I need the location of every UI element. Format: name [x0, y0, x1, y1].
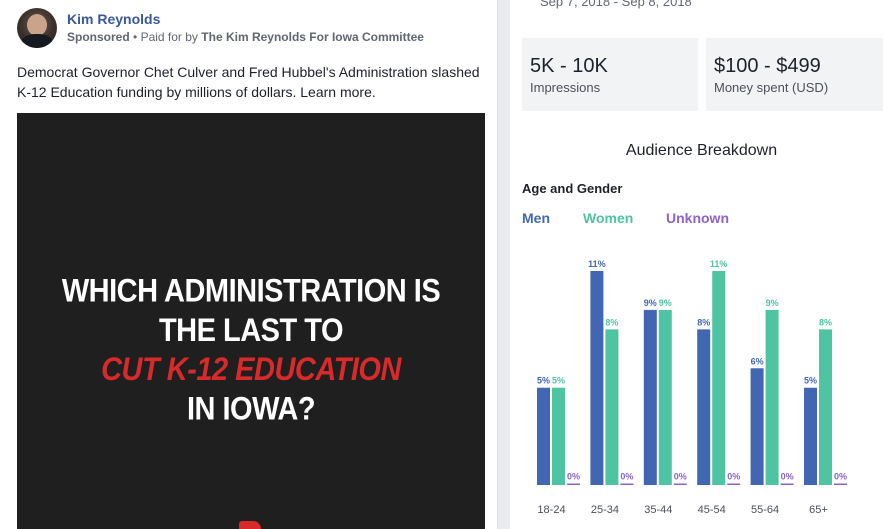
bar-men-55-64[interactable]: [750, 368, 764, 485]
spend-box: $100 - $499 Money spent (USD): [706, 38, 883, 111]
ad-image[interactable]: WHICH ADMINISTRATION IS THE LAST TO CUT …: [17, 113, 485, 529]
data-label-men-25-34: 11%: [588, 259, 606, 269]
headline-line-2: THE LAST TO: [158, 312, 344, 349]
bar-men-25-34[interactable]: [590, 271, 604, 485]
data-label-women-35-44: 9%: [659, 298, 672, 308]
x-tick-label-18-24: 18-24: [537, 504, 565, 516]
ad-insights-panel: Sep 7, 2018 - Sep 8, 2018 5K - 10K Impre…: [510, 0, 883, 529]
bar-unknown-55-64[interactable]: [780, 483, 794, 486]
ad-body-text: Democrat Governor Chet Culver and Fred H…: [17, 64, 480, 100]
data-label-women-45-54: 11%: [710, 259, 728, 269]
bar-women-18-24[interactable]: [552, 387, 565, 485]
bar-unknown-65+[interactable]: [834, 483, 847, 486]
x-tick-label-45-54: 45-54: [698, 504, 726, 516]
data-label-men-55-64: 6%: [751, 356, 764, 366]
headline-line-3: CUT K-12 EDUCATION: [101, 352, 401, 388]
data-label-men-18-24: 5%: [537, 376, 550, 386]
audience-breakdown-title: Audience Breakdown: [625, 142, 778, 159]
bar-unknown-45-54[interactable]: [727, 483, 741, 486]
data-label-men-45-54: 8%: [697, 317, 710, 327]
bar-men-65+[interactable]: [804, 387, 817, 485]
page-name-link[interactable]: Kim Reynolds: [67, 11, 161, 27]
data-label-unknown-25-34: 0%: [620, 472, 633, 482]
data-label-unknown-45-54: 0%: [727, 472, 740, 482]
headline-line-1: WHICH ADMINISTRATION IS: [61, 273, 441, 310]
bar-unknown-25-34[interactable]: [620, 483, 634, 486]
data-label-men-65+: 5%: [804, 376, 817, 386]
data-label-men-35-44: 9%: [644, 298, 657, 308]
bar-men-35-44[interactable]: [643, 309, 657, 485]
sponsor-line: Sponsored • Paid for by The Kim Reynolds…: [67, 30, 424, 44]
data-label-unknown-18-24: 0%: [567, 472, 580, 482]
sponsored-label: Sponsored: [67, 30, 130, 44]
image-headline: WHICH ADMINISTRATION IS THE LAST TO CUT …: [17, 273, 485, 430]
bar-women-35-44[interactable]: [658, 309, 672, 485]
impressions-box: 5K - 10K Impressions: [522, 38, 698, 111]
separator-dot: •: [133, 30, 138, 44]
x-tick-label-65+: 65+: [809, 504, 828, 516]
x-tick-label-35-44: 35-44: [644, 504, 672, 516]
data-label-women-55-64: 9%: [766, 298, 779, 308]
bar-women-45-54[interactable]: [712, 271, 726, 485]
data-label-unknown-65+: 0%: [834, 472, 847, 482]
bar-women-25-34[interactable]: [605, 329, 619, 485]
bar-women-65+[interactable]: [819, 329, 832, 485]
data-label-women-65+: 8%: [819, 317, 832, 327]
paid-for-prefix: Paid for by: [140, 30, 198, 44]
legend-men[interactable]: Men: [522, 210, 550, 226]
data-label-unknown-55-64: 0%: [781, 472, 794, 482]
data-label-women-18-24: 5%: [552, 376, 565, 386]
data-label-unknown-35-44: 0%: [674, 472, 687, 482]
impressions-label: Impressions: [530, 80, 601, 95]
bar-women-55-64[interactable]: [765, 309, 779, 485]
x-tick-label-55-64: 55-64: [751, 504, 779, 516]
ad-card: Kim Reynolds Sponsored • Paid for by The…: [0, 0, 498, 529]
bar-unknown-18-24[interactable]: [567, 483, 580, 486]
impressions-value: 5K - 10K: [530, 55, 608, 77]
bar-men-18-24[interactable]: [537, 387, 550, 485]
image-logo-fragment: [239, 521, 261, 529]
spend-value: $100 - $499: [714, 55, 821, 77]
legend-unknown[interactable]: Unknown: [666, 210, 729, 226]
page-avatar[interactable]: [17, 8, 57, 48]
bar-unknown-35-44[interactable]: [673, 483, 687, 486]
headline-line-4: IN IOWA?: [186, 391, 316, 428]
x-tick-label-25-34: 25-34: [591, 504, 619, 516]
paid-for-by-name: The Kim Reynolds For Iowa Committee: [201, 30, 424, 44]
legend-women[interactable]: Women: [583, 210, 634, 226]
age-gender-label: Age and Gender: [522, 181, 623, 196]
date-range: Sep 7, 2018 - Sep 8, 2018: [540, 0, 692, 9]
bar-men-45-54[interactable]: [697, 329, 711, 485]
spend-label: Money spent (USD): [714, 80, 829, 95]
data-label-women-25-34: 8%: [605, 317, 618, 327]
